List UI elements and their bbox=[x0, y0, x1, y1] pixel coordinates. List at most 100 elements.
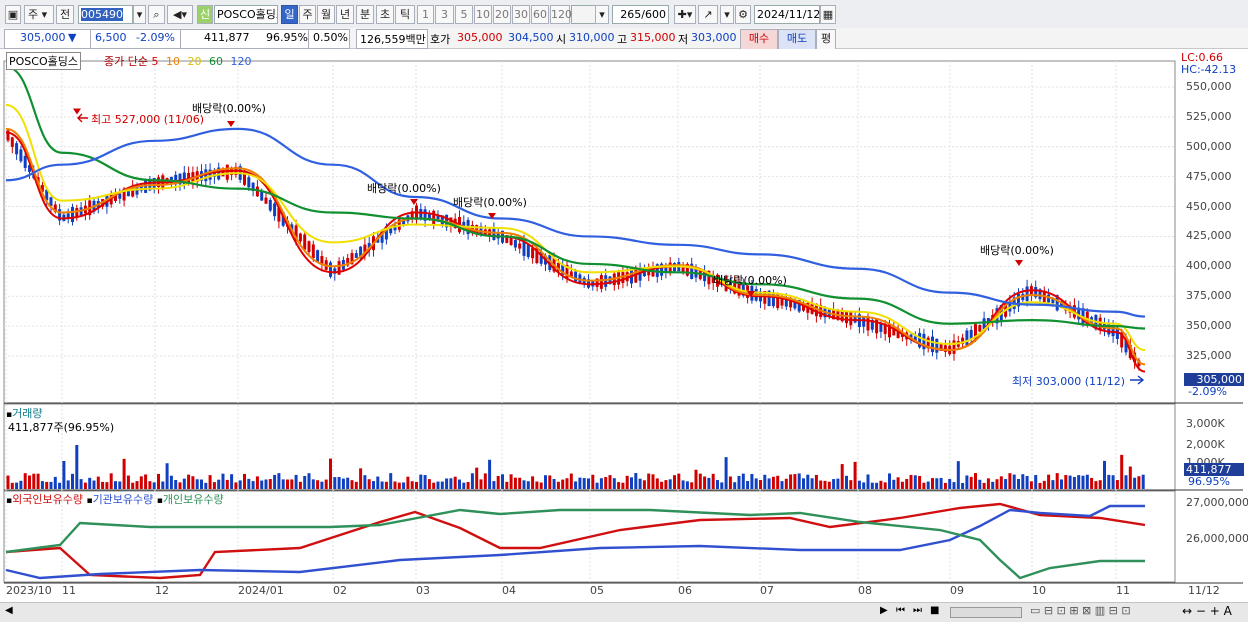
candle bbox=[522, 240, 526, 256]
candle bbox=[539, 251, 543, 264]
foreign-holder-line bbox=[5, 502, 1146, 580]
volume-bar bbox=[845, 475, 848, 489]
volume-bar bbox=[677, 473, 681, 489]
interval-60[interactable]: 60 bbox=[531, 5, 549, 24]
volume-bar bbox=[978, 479, 982, 489]
view-tools-icon[interactable]: ▭ ⊟ ⊡ ⊞ ⊠ ▥ ⊟ ⊡ bbox=[1030, 604, 1131, 617]
stock-name-field[interactable]: POSCO홀딩스 bbox=[214, 5, 278, 24]
open-price: 310,000 bbox=[569, 31, 615, 44]
interval-10[interactable]: 10 bbox=[474, 5, 492, 24]
interval-1[interactable]: 1 bbox=[417, 5, 434, 24]
volume-bar bbox=[561, 479, 565, 489]
volume-bar bbox=[148, 481, 152, 489]
candle bbox=[281, 212, 285, 226]
zoom-slider[interactable] bbox=[950, 607, 1022, 618]
tab-0[interactable]: 일 bbox=[281, 5, 298, 24]
candle bbox=[763, 291, 767, 304]
buy-button[interactable]: 매수 bbox=[740, 29, 778, 50]
prev-button[interactable]: 전 bbox=[56, 5, 74, 24]
eval-button[interactable]: 평 bbox=[816, 29, 836, 50]
volume-bar bbox=[470, 473, 474, 489]
x-label-4: 02 bbox=[333, 584, 347, 597]
chart-area[interactable]: POSCO홀딩스 종가 단순 5 10 20 60 120 LC:0.66 HC… bbox=[0, 49, 1248, 602]
code-dropdown-icon[interactable]: ▾ bbox=[133, 5, 146, 24]
gear-icon[interactable]: ⚙ bbox=[735, 5, 751, 24]
candle bbox=[883, 324, 887, 334]
tool-dropdown-icon[interactable]: ▾ bbox=[720, 5, 734, 24]
interval-20[interactable]: 20 bbox=[493, 5, 511, 24]
volume-bar bbox=[587, 478, 590, 489]
ma-title: 종가 단순 bbox=[104, 55, 148, 68]
amount-value: 126,559백만 bbox=[360, 33, 426, 46]
volume-bar bbox=[359, 468, 363, 489]
volume-bar bbox=[853, 461, 857, 489]
volume-bar bbox=[492, 481, 496, 489]
x-label-0: 2023/10 bbox=[6, 584, 52, 597]
tab-5[interactable]: 초 bbox=[376, 5, 394, 24]
volume-bar bbox=[892, 479, 896, 489]
candle bbox=[221, 169, 225, 177]
dividend-label-3: 배당락(0.00%) bbox=[453, 196, 527, 209]
candle bbox=[10, 137, 14, 147]
trend-tool-icon[interactable]: ↗ bbox=[698, 5, 718, 24]
scroll-left-icon[interactable]: ◀ bbox=[5, 605, 13, 616]
calendar-icon[interactable]: ▦ bbox=[820, 5, 836, 24]
forward-icon[interactable]: ⏭ bbox=[913, 605, 922, 616]
tab-4[interactable]: 분 bbox=[356, 5, 374, 24]
ma-line-5 bbox=[5, 131, 1146, 373]
stock-label-box[interactable]: POSCO홀딩스 bbox=[6, 52, 81, 70]
x-label-5: 03 bbox=[416, 584, 430, 597]
search-icon[interactable]: ⌕ bbox=[148, 5, 165, 24]
scale-controls-icon[interactable]: ↔ − + A bbox=[1182, 604, 1232, 618]
volume-bar bbox=[488, 459, 492, 489]
rewind-icon[interactable]: ⏮ bbox=[896, 605, 905, 616]
candle bbox=[40, 185, 44, 192]
stop-icon[interactable]: ■ bbox=[930, 605, 940, 616]
quote-bar: 305,000 ▼ 6,500 -2.09% 411,877 96.95% 0.… bbox=[0, 28, 1248, 50]
tab-1[interactable]: 주 bbox=[299, 5, 316, 24]
period-unit-dropdown[interactable]: 주 ▾ bbox=[24, 5, 54, 24]
volume-bar bbox=[604, 477, 608, 489]
tab-2[interactable]: 월 bbox=[317, 5, 335, 24]
volume-bar bbox=[716, 480, 719, 489]
crosshair-icon[interactable]: ✚▾ bbox=[674, 5, 696, 24]
candle bbox=[122, 188, 126, 201]
volume-bar bbox=[1111, 475, 1115, 489]
stock-label: POSCO홀딩스 bbox=[9, 55, 78, 68]
candle bbox=[535, 247, 539, 264]
stock-code-input[interactable]: 005490 bbox=[78, 5, 133, 24]
interval-dropdown-icon[interactable]: ▾ bbox=[595, 5, 609, 24]
volume-bar bbox=[157, 473, 160, 489]
volume-bar bbox=[961, 482, 965, 489]
candle bbox=[780, 297, 784, 306]
date-field[interactable]: 2024/11/12 bbox=[754, 5, 820, 24]
interval-5[interactable]: 5 bbox=[455, 5, 473, 24]
candle bbox=[131, 185, 135, 197]
chart-window-icon[interactable]: ▣ bbox=[5, 5, 21, 24]
ma-legend[interactable]: 종가 단순 5 10 20 60 120 bbox=[104, 53, 251, 69]
volume-bar bbox=[836, 478, 840, 489]
volume-bar bbox=[956, 461, 960, 489]
candle bbox=[251, 182, 255, 192]
speaker-icon[interactable]: ◀▾ bbox=[167, 5, 193, 24]
interval-120[interactable]: 120 bbox=[550, 5, 572, 24]
tab-6[interactable]: 틱 bbox=[395, 5, 415, 24]
candle bbox=[436, 215, 440, 222]
volume-bar bbox=[999, 476, 1003, 489]
interval-3[interactable]: 3 bbox=[435, 5, 454, 24]
tab-3[interactable]: 년 bbox=[336, 5, 354, 24]
play-icon[interactable]: ▶ bbox=[880, 605, 888, 616]
dividend-label-1: 배당락(0.00%) bbox=[192, 102, 266, 115]
volume-bar bbox=[685, 481, 689, 489]
candle bbox=[15, 143, 19, 155]
interval-30[interactable]: 30 bbox=[512, 5, 530, 24]
vol-tick-2: 2,000K bbox=[1186, 438, 1225, 451]
candle bbox=[939, 343, 943, 351]
sell-button[interactable]: 매도 bbox=[778, 29, 816, 50]
candle bbox=[255, 186, 259, 197]
candle bbox=[268, 199, 272, 211]
volume-bar bbox=[273, 474, 277, 489]
legend-square-icon: ▪ bbox=[156, 496, 163, 506]
bottom-scrollbar[interactable]: ◀ ▶ ⏮ ⏭ ■ ▭ ⊟ ⊡ ⊞ ⊠ ▥ ⊟ ⊡ ↔ − + A bbox=[0, 602, 1248, 622]
count-field[interactable]: 265/600 bbox=[612, 5, 669, 24]
